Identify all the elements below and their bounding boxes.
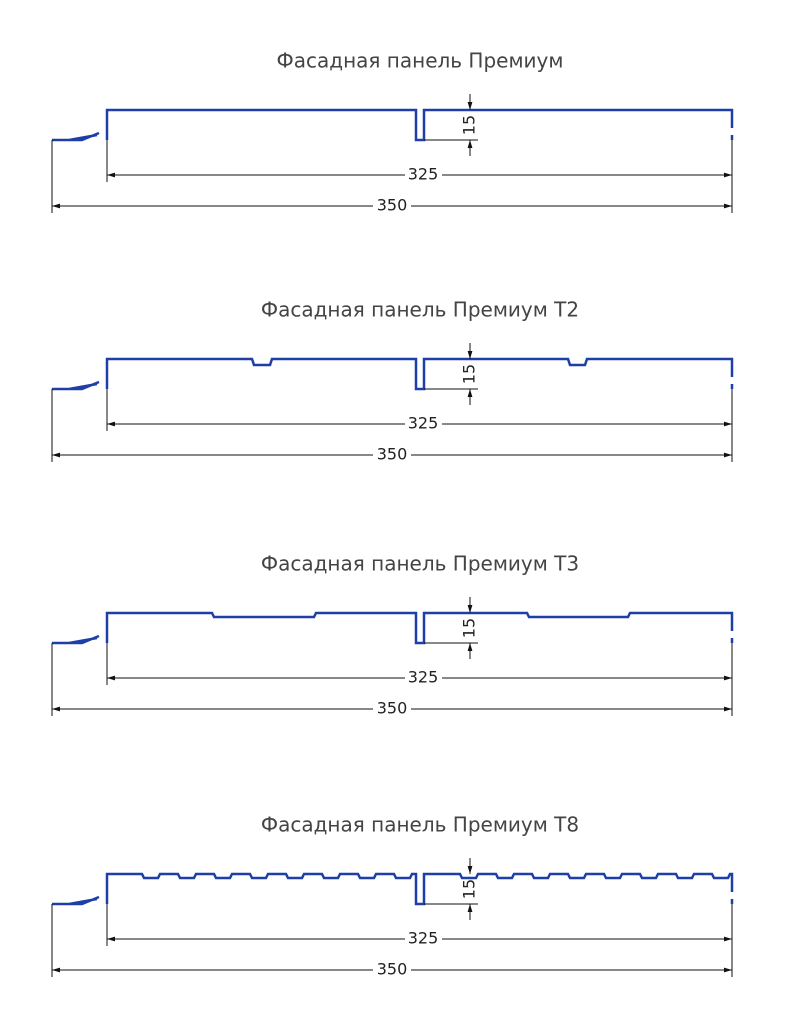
inner-width-label: 325 xyxy=(408,414,439,433)
inner-width-label: 325 xyxy=(408,929,439,948)
panel-lip xyxy=(52,634,100,645)
panel-profile xyxy=(105,611,734,645)
panel-title: Фасадная панель Премиум xyxy=(277,49,564,73)
outer-width-label: 350 xyxy=(377,699,408,718)
outer-width-label: 350 xyxy=(377,196,408,215)
panel-title: Фасадная панель Премиум Т3 xyxy=(261,552,579,576)
panel-lip xyxy=(52,895,100,906)
outer-width-label: 350 xyxy=(377,445,408,464)
height-label: 15 xyxy=(460,364,479,384)
height-label: 15 xyxy=(460,115,479,135)
panel-title: Фасадная панель Премиум Т8 xyxy=(261,813,579,837)
panels: Фасадная панель Премиум15325350Фасадная … xyxy=(51,49,734,979)
height-label: 15 xyxy=(460,879,479,899)
panel-profile xyxy=(105,357,734,391)
inner-width-label: 325 xyxy=(408,165,439,184)
panel-profile xyxy=(105,108,734,142)
outer-width-label: 350 xyxy=(377,960,408,979)
panel-title: Фасадная панель Премиум Т2 xyxy=(261,298,579,322)
panel-lip xyxy=(52,131,100,142)
height-label: 15 xyxy=(460,618,479,638)
panel-lip xyxy=(52,380,100,391)
panel-profile xyxy=(105,872,734,906)
inner-width-label: 325 xyxy=(408,668,439,687)
